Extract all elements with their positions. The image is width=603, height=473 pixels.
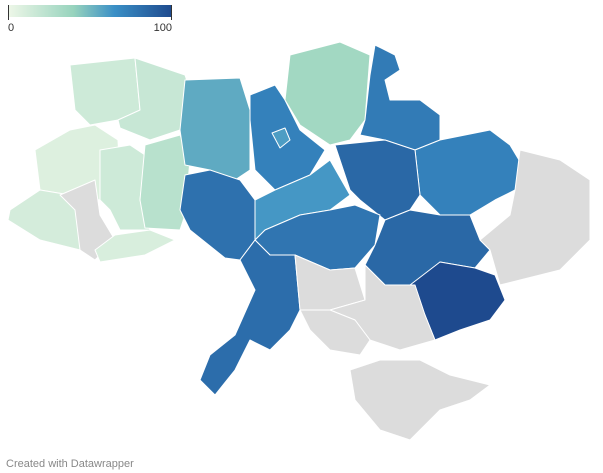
- region: [329, 264, 436, 351]
- region: [199, 239, 301, 396]
- region: [479, 149, 591, 286]
- regions: [7, 41, 591, 441]
- footer: Created with Datawrapper: [6, 458, 134, 470]
- region: [179, 169, 256, 261]
- region: [349, 359, 491, 441]
- legend-bar: [8, 5, 172, 17]
- region: [284, 41, 371, 146]
- region: [271, 127, 291, 149]
- region: [299, 309, 371, 356]
- region: [359, 44, 441, 151]
- region: [94, 229, 176, 263]
- region: [179, 77, 251, 181]
- legend-min: 0: [8, 22, 14, 34]
- legend-max: 100: [154, 22, 172, 34]
